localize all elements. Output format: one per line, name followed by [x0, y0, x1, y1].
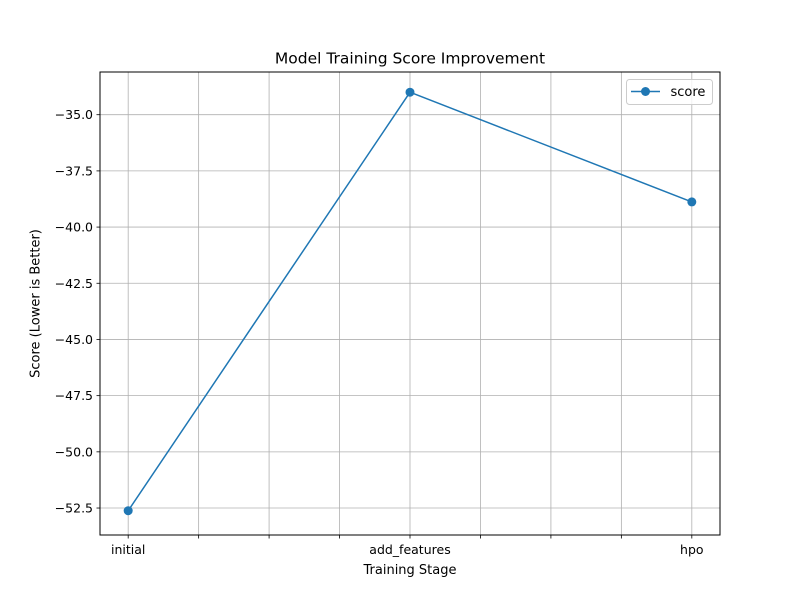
y-axis-label: Score (Lower is Better) [29, 229, 44, 378]
x-axis-label: Training Stage [363, 563, 457, 578]
legend: score [626, 79, 713, 105]
legend-label: score [671, 85, 706, 100]
y-tick-label: −45.0 [55, 332, 93, 347]
y-tick-label: −47.5 [55, 388, 93, 403]
chart-title: Model Training Score Improvement [275, 50, 545, 68]
data-point-add_features [405, 87, 415, 97]
y-tick-label: −50.0 [55, 444, 93, 459]
data-point-initial [123, 506, 133, 516]
y-tick-label: −35.0 [55, 107, 93, 122]
y-tick-label: −37.5 [55, 163, 93, 178]
y-tick-label: −42.5 [55, 276, 93, 291]
ticks: initial add_features hpo −35.0 −37.5 −40.0 −42… [55, 107, 704, 557]
x-tick-label: initial [111, 542, 145, 557]
legend-marker-swatch [641, 87, 650, 96]
grid [100, 72, 720, 535]
x-tick-label: hpo [680, 542, 704, 557]
series-layer [123, 87, 697, 516]
legend-box [626, 79, 713, 105]
x-tick-label: add_features [369, 542, 450, 557]
data-point-hpo [687, 197, 697, 207]
y-tick-label: −52.5 [55, 501, 93, 516]
y-tick-label: −40.0 [55, 220, 93, 235]
